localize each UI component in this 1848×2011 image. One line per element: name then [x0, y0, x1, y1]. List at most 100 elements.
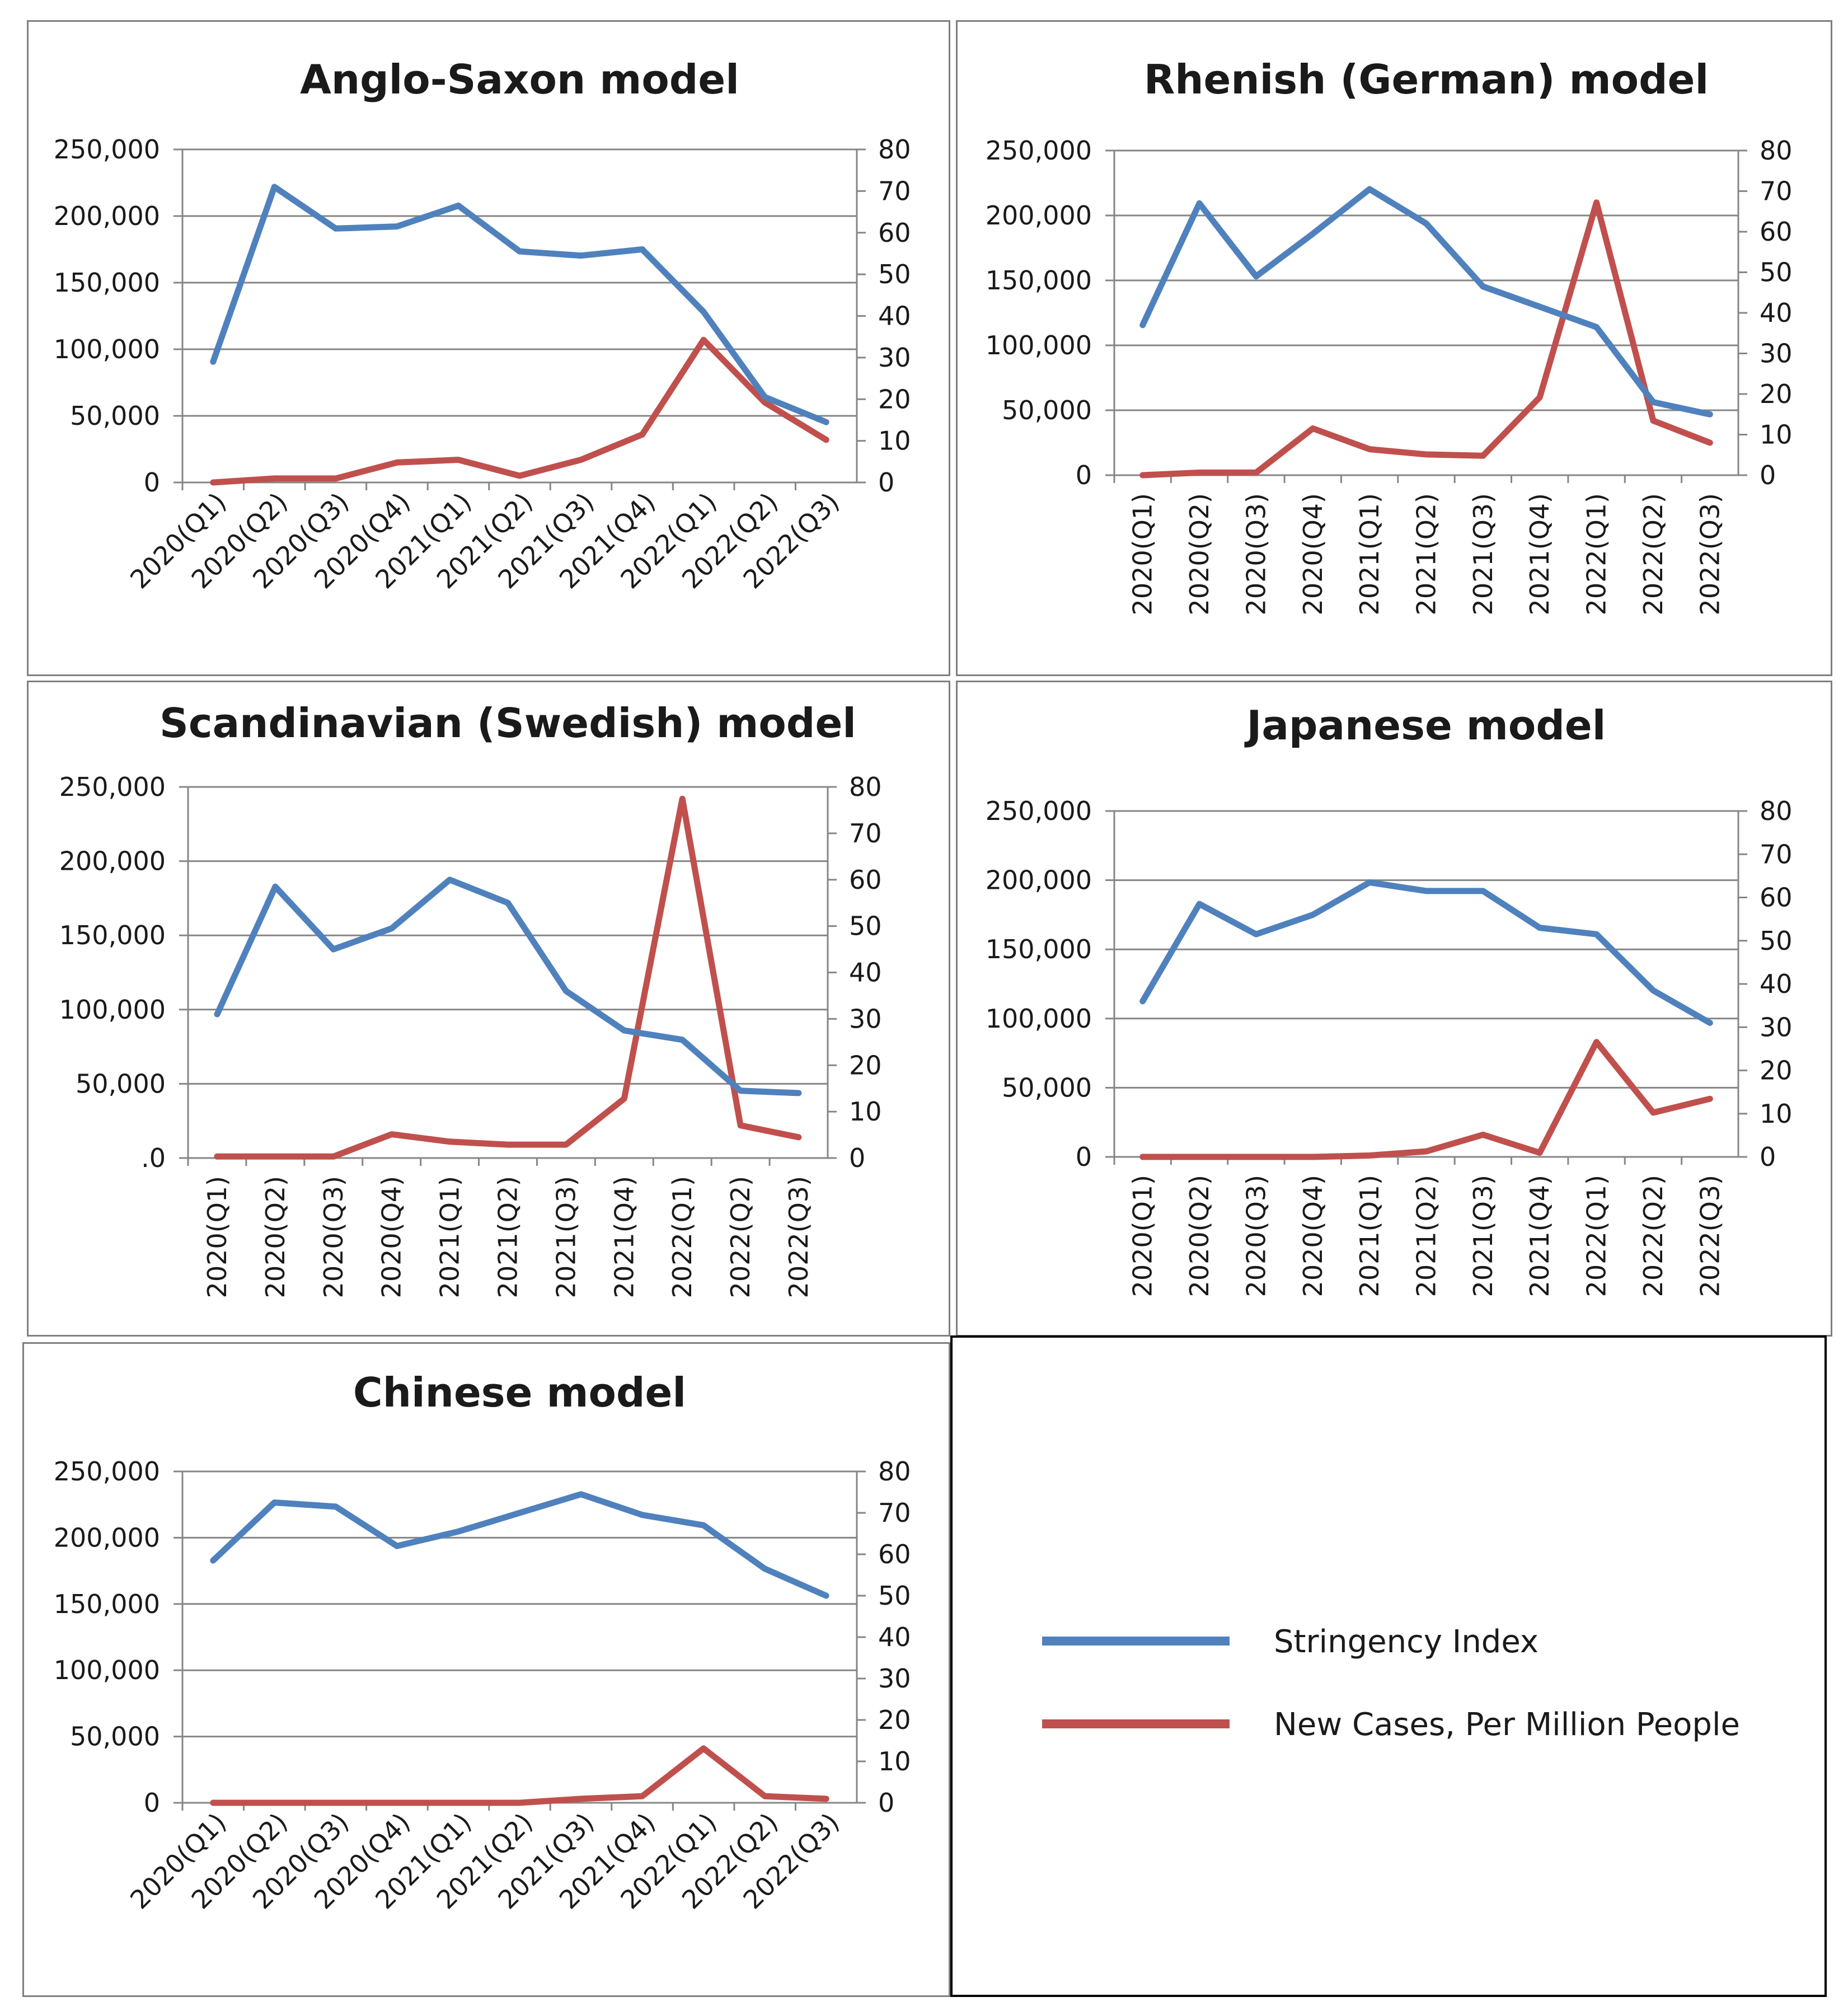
- chart-chinese-plot-area: [181, 1470, 858, 1804]
- legend-label-cases: New Cases, Per Million People: [1274, 1707, 1740, 1743]
- chart-scandinavian-series-cases: [214, 795, 802, 1160]
- chart-scandinavian-category-label: 2021(Q4): [609, 1176, 639, 1298]
- chart-chinese-right-tick-label: 20: [878, 1705, 911, 1735]
- chart-japanese-left-tick-label: 150,000: [986, 934, 1092, 964]
- chart-japanese-left-tick-label: 250,000: [986, 796, 1092, 826]
- chart-rhenish-left-tick-label: 150,000: [986, 265, 1092, 296]
- chart-scandinavian-category-label: 2020(Q2): [260, 1176, 290, 1298]
- chart-rhenish-series-cases: [1139, 199, 1713, 479]
- chart-rhenish-category-label: 2021(Q2): [1411, 493, 1442, 615]
- chart-scandinavian-category-label: 2021(Q3): [551, 1176, 581, 1298]
- chart-rhenish-right-tick-label: 50: [1760, 257, 1793, 288]
- chart-rhenish-category-label: 2020(Q2): [1184, 493, 1214, 615]
- chart-chinese-right-tick-label: 60: [878, 1539, 911, 1569]
- chart-anglo-saxon-plot-area: [181, 148, 858, 484]
- chart-japanese-series-stringency: [1139, 879, 1713, 1026]
- chart-japanese-left-tick-label: 100,000: [986, 1004, 1092, 1034]
- chart-anglo-saxon-right-tick-label: 50: [878, 259, 911, 289]
- chart-scandinavian-left-tick-label: 250,000: [59, 772, 166, 802]
- legend-panel: Stringency Index New Cases, Per Million …: [950, 1335, 1827, 1997]
- chart-scandinavian-plot-area: [187, 786, 829, 1159]
- chart-japanese-right-tick-label: 0: [1760, 1142, 1776, 1172]
- chart-anglo-saxon-left-tick-label: 200,000: [54, 201, 160, 231]
- chart-rhenish-category-label: 2021(Q3): [1468, 493, 1498, 615]
- chart-anglo-saxon-series-stringency: [210, 184, 829, 425]
- chart-chinese-right-tick-label: 80: [878, 1456, 911, 1487]
- chart-rhenish-category-label: 2020(Q1): [1128, 493, 1158, 615]
- chart-rhenish-left-tick-label: 0: [1076, 460, 1092, 490]
- chart-anglo-saxon-right-tick-label: 30: [878, 343, 911, 373]
- chart-chinese-right-tick-label: 50: [878, 1581, 911, 1611]
- chart-japanese-left-tick-label: 0: [1076, 1142, 1092, 1172]
- chart-japanese: Japanese model 0 50,000 100,000 150,000 200,0…: [986, 702, 1793, 1297]
- chart-rhenish-title: Rhenish (German) model: [1144, 56, 1709, 103]
- chart-japanese-left-tick-label: 200,000: [986, 865, 1092, 896]
- chart-scandinavian-category-label: 2022(Q3): [784, 1176, 814, 1298]
- chart-scandinavian-right-tick-label: 60: [849, 865, 882, 895]
- chart-japanese-category-label: 2021(Q3): [1468, 1175, 1498, 1297]
- chart-scandinavian-title: Scandinavian (Swedish) model: [160, 700, 856, 747]
- chart-scandinavian-right-tick-label: 20: [849, 1050, 882, 1080]
- chart-chinese-left-tick-label: 100,000: [54, 1655, 160, 1685]
- chart-scandinavian-left-tick-label: 100,000: [59, 995, 166, 1025]
- chart-japanese-category-label: 2020(Q4): [1298, 1175, 1328, 1297]
- chart-scandinavian: Scandinavian (Swedish) model .0 50,000 100,…: [59, 700, 882, 1298]
- chart-japanese-category-label: 2022(Q1): [1582, 1175, 1612, 1297]
- chart-japanese-right-tick-label: 60: [1760, 883, 1793, 913]
- chart-rhenish-left-tick-label: 50,000: [1002, 395, 1092, 425]
- chart-rhenish-plot-area: [1113, 149, 1739, 476]
- chart-rhenish-category-label: 2022(Q2): [1638, 493, 1668, 615]
- chart-chinese-left-tick-label: 200,000: [54, 1522, 160, 1553]
- chart-rhenish-right-tick-label: 60: [1760, 217, 1793, 247]
- chart-chinese-right-tick-label: 0: [878, 1788, 894, 1818]
- chart-japanese-right-tick-label: 30: [1760, 1012, 1793, 1042]
- chart-japanese-right-tick-label: 70: [1760, 839, 1793, 869]
- chart-rhenish-category-label: 2020(Q3): [1241, 493, 1271, 615]
- chart-japanese-category-label: 2020(Q3): [1241, 1175, 1271, 1297]
- chart-scandinavian-right-tick-label: 0: [849, 1143, 865, 1173]
- chart-chinese-right-tick-label: 40: [878, 1622, 911, 1652]
- chart-japanese-series-cases: [1139, 1039, 1713, 1160]
- chart-rhenish-left-tick-label: 250,000: [986, 135, 1092, 166]
- chart-scandinavian-category-label: 2021(Q1): [435, 1176, 465, 1298]
- chart-japanese-category-label: 2020(Q1): [1128, 1175, 1158, 1297]
- chart-anglo-saxon: Anglo-Saxon model 0 50,000 100,000 150,000 20…: [54, 56, 911, 594]
- chart-rhenish-category-label: 2022(Q1): [1582, 493, 1612, 615]
- chart-anglo-saxon-right-tick-label: 60: [878, 218, 911, 248]
- chart-japanese-right-tick-label: 80: [1760, 796, 1793, 826]
- chart-japanese-category-label: 2020(Q2): [1184, 1175, 1214, 1297]
- chart-scandinavian-left-tick-label: 200,000: [59, 846, 166, 876]
- chart-chinese-right-tick-label: 70: [878, 1498, 911, 1528]
- chart-scandinavian-right-tick-label: 40: [849, 958, 882, 988]
- chart-scandinavian-right-tick-label: 80: [849, 772, 882, 802]
- chart-rhenish-left-tick-label: 200,000: [986, 200, 1092, 231]
- chart-anglo-saxon-right-tick-label: 40: [878, 301, 911, 331]
- chart-japanese-left-tick-label: 50,000: [1002, 1072, 1092, 1103]
- chart-rhenish-right-tick-label: 10: [1760, 420, 1793, 450]
- chart-chinese-left-tick-label: 150,000: [54, 1589, 160, 1619]
- chart-rhenish: Rhenish (German) model 0 50,000 100,000 150,…: [986, 56, 1793, 615]
- chart-japanese-title: Japanese model: [1244, 702, 1606, 749]
- chart-anglo-saxon-right-tick-label: 10: [878, 426, 911, 456]
- chart-scandinavian-right-tick-label: 70: [849, 818, 882, 849]
- chart-anglo-saxon-left-tick-label: 150,000: [54, 268, 160, 298]
- chart-chinese-right-tick-label: 30: [878, 1663, 911, 1694]
- chart-japanese-right-tick-label: 50: [1760, 926, 1793, 956]
- chart-panel-japanese: Japanese model 0 50,000 100,000 150,000 200,0…: [956, 681, 1832, 1337]
- chart-chinese-right-tick-label: 10: [878, 1746, 911, 1776]
- chart-scandinavian-left-tick-label: .0: [141, 1143, 166, 1173]
- chart-rhenish-category-label: 2022(Q3): [1695, 493, 1725, 615]
- chart-rhenish-right-tick-label: 40: [1760, 298, 1793, 328]
- chart-panel-rhenish: Rhenish (German) model 0 50,000 100,000 150,…: [956, 20, 1832, 676]
- chart-anglo-saxon-left-tick-label: 250,000: [54, 134, 160, 165]
- chart-anglo-saxon-left-tick-label: 0: [144, 467, 160, 498]
- chart-japanese-category-label: 2021(Q4): [1525, 1175, 1555, 1297]
- chart-rhenish-category-label: 2020(Q4): [1298, 493, 1328, 615]
- chart-anglo-saxon-right-tick-label: 0: [878, 467, 894, 498]
- chart-rhenish-left-tick-label: 100,000: [986, 330, 1092, 360]
- chart-scandinavian-category-label: 2021(Q2): [493, 1176, 523, 1298]
- chart-chinese-left-tick-label: 0: [144, 1788, 160, 1818]
- chart-anglo-saxon-left-tick-label: 50,000: [70, 401, 160, 431]
- chart-anglo-saxon-series-cases: [210, 336, 829, 486]
- chart-scandinavian-series-stringency: [214, 876, 802, 1096]
